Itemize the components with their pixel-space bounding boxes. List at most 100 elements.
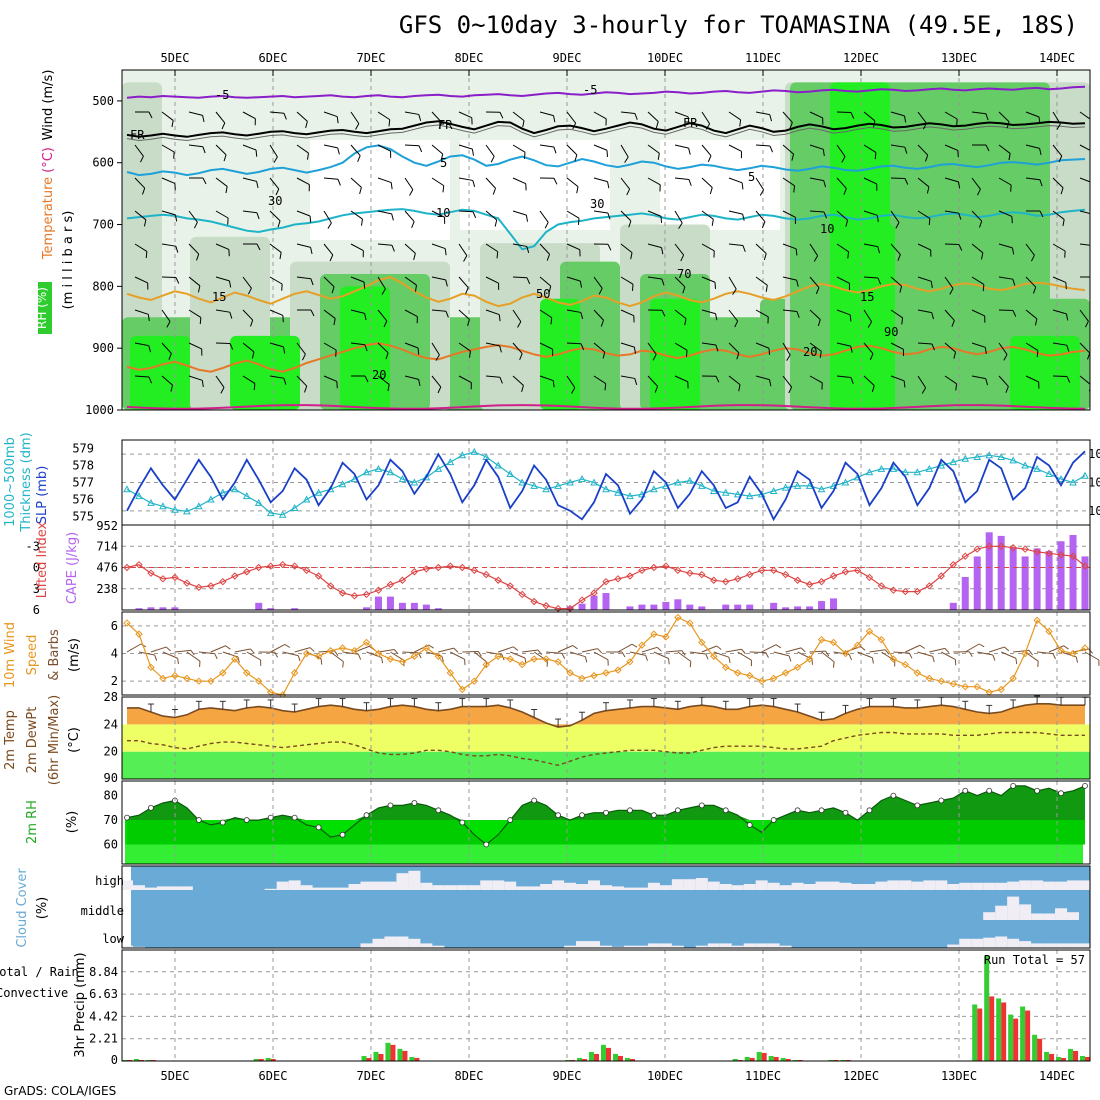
wind-barb-staff (620, 177, 631, 190)
isotherm-label: 10 (820, 222, 834, 236)
surface-barb-flag (320, 658, 323, 665)
surface-wind-barb (821, 651, 835, 668)
wind-barb (1079, 309, 1089, 328)
wind-barb-staff (1052, 243, 1066, 252)
wind-barb-staff (782, 276, 797, 281)
wind-barb-flag (845, 220, 849, 227)
surface-barb-flag (154, 654, 158, 661)
surface-barb-flag (765, 652, 769, 658)
temp-band-mid (122, 724, 1090, 752)
wind-barb-staff (1079, 309, 1089, 322)
precip-convective-bar (1049, 1053, 1055, 1061)
surface-barb-staff (929, 647, 946, 653)
wind-barb-flag (705, 123, 711, 130)
wind-barb-staff (809, 210, 825, 213)
wind-barb-staff (485, 210, 498, 221)
wind-barb-staff (944, 342, 956, 353)
wind-barb-flag (275, 188, 280, 196)
wind-barb-flag (953, 352, 957, 359)
surface-barb-staff (330, 651, 344, 663)
surface-barb-staff (473, 651, 488, 663)
wind-barb (242, 375, 256, 391)
wind-barb-flag (201, 380, 204, 388)
surface-barb-staff (749, 651, 766, 654)
wind-barb-staff (971, 309, 985, 317)
thickness-label-1: 1000~500mb (3, 437, 18, 527)
wind-barb-flag (173, 151, 175, 159)
wind-barb-flag (1012, 310, 1017, 317)
wind-barb-staff (836, 210, 848, 221)
wind-barb (1052, 309, 1069, 321)
wind-barb (620, 309, 635, 323)
wind-barb (890, 342, 904, 357)
cape-bar (626, 606, 634, 610)
temp-grid (174, 697, 1058, 779)
cloud-low-bar (707, 943, 720, 948)
wind-barb-flag (1012, 279, 1016, 286)
wind-barb (296, 177, 310, 192)
li-marker (1045, 549, 1053, 558)
rh-marker (1082, 782, 1088, 789)
wind-barb-staff (755, 309, 769, 318)
wind-barb-staff (674, 375, 688, 383)
li-marker (686, 569, 694, 577)
wind-barb-flag (925, 154, 929, 162)
thickness-marker (865, 468, 874, 476)
wind-barb-flag (580, 312, 584, 320)
wind-barb-staff (269, 375, 284, 379)
li-marker (494, 576, 502, 584)
surface-wind-barb (1037, 651, 1056, 660)
wind-barb (917, 144, 929, 162)
wind-barb-staff (647, 144, 660, 154)
wind-barb (1052, 342, 1070, 352)
wind-barb-flag (901, 317, 904, 325)
thickness-marker (254, 498, 263, 506)
surface-barb-staff (462, 650, 479, 653)
li-marker (530, 597, 538, 606)
thickness-marker (554, 481, 562, 489)
wind-tick-label: 6 (111, 619, 118, 633)
rh-base-band (125, 844, 1083, 864)
cloud-low-bar (959, 938, 972, 948)
wind-barb-staff (836, 177, 847, 189)
wind-barb-flag (522, 120, 525, 128)
rh-marker (1010, 782, 1017, 789)
cloud-high-bar (444, 885, 457, 890)
wind-barb-staff (431, 309, 446, 312)
cloud-low-bar (755, 943, 768, 948)
wind-barb (674, 111, 690, 124)
slp-label: SLP (mb) (35, 466, 50, 525)
precip-convective-bar (737, 1059, 743, 1061)
wind-speed-marker (362, 638, 371, 647)
li-marker (1033, 548, 1041, 556)
cloud-low-bar (396, 936, 409, 948)
wind-barb (215, 309, 233, 319)
wind-barb-staff (188, 243, 200, 255)
wind-barb (1079, 342, 1090, 360)
wind-barb-flag (139, 155, 144, 163)
surface-barb-staff (629, 651, 646, 656)
precip-total-bar (133, 1058, 139, 1061)
wind-barb-flag (525, 183, 527, 191)
wind-barb (161, 375, 174, 392)
wind-barb (998, 276, 1016, 286)
upper-wind-label: Wind (m/s) (41, 70, 56, 141)
wind-barb (755, 111, 773, 122)
cloud-middle-bar (995, 905, 1008, 920)
surface-barb-flag (728, 657, 731, 664)
wind-barb-flag (250, 319, 254, 327)
surface-wind-barb (258, 651, 279, 658)
date-label-bottom: 6DEC (259, 1069, 288, 1083)
wind-barb-flag (440, 153, 444, 161)
cloud-high-bar (899, 880, 912, 890)
wind-barb-flag (874, 152, 877, 160)
wind-barb (1025, 342, 1039, 358)
wind-barb-flag (282, 346, 286, 354)
wind-barb-staff (1079, 375, 1090, 386)
wind-barb (1079, 177, 1090, 184)
wind-barb (998, 177, 1012, 192)
surface-barb-flag (775, 644, 782, 649)
wind-barb-staff (404, 342, 419, 349)
surface-barb-flag (225, 645, 231, 650)
